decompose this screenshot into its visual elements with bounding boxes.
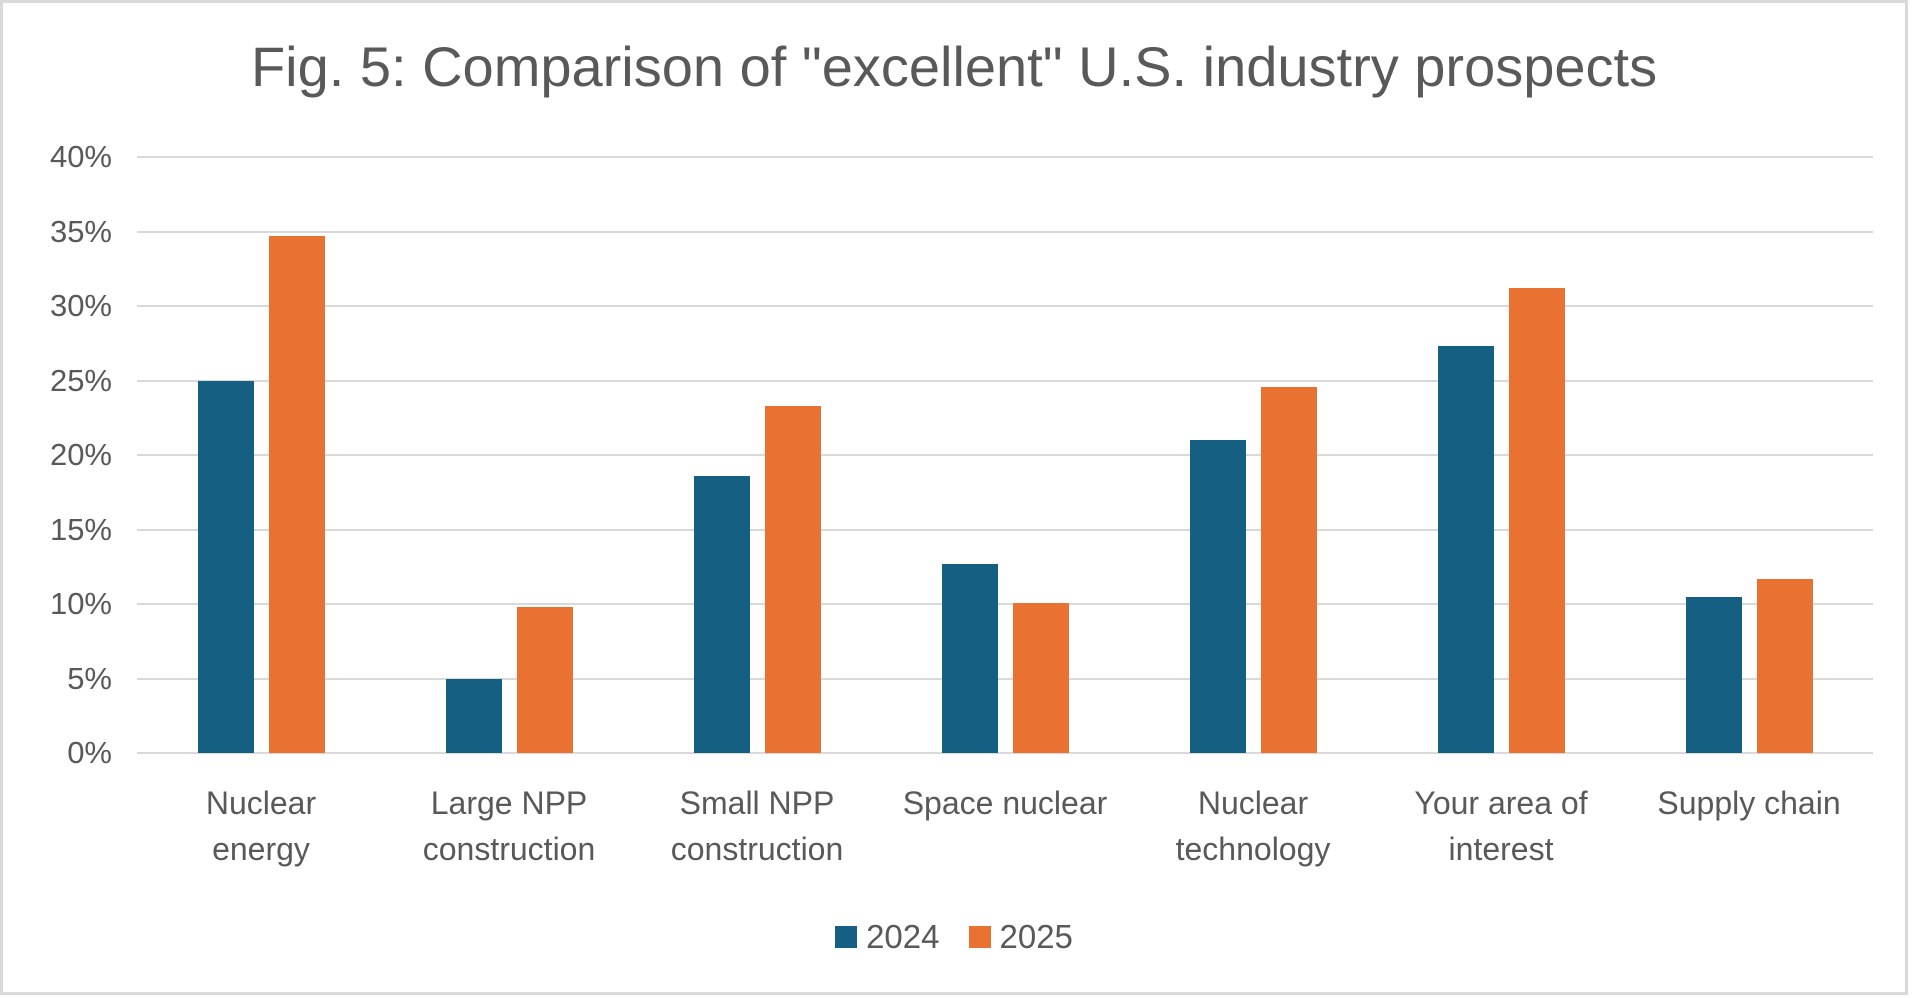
gridline	[137, 156, 1873, 158]
y-axis-tick-label: 25%	[49, 362, 112, 398]
y-axis-tick-label: 5%	[67, 660, 112, 696]
x-axis-category-label-line: construction	[422, 831, 596, 867]
bar-group	[633, 157, 881, 753]
legend-swatch-2025	[968, 926, 991, 948]
legend: 2024 2025	[0, 918, 1908, 956]
x-axis-category-label: Large NPP construction	[385, 780, 633, 872]
bar-2025	[1508, 288, 1565, 753]
x-axis-category-label-line: Nuclear	[205, 785, 317, 821]
gridline	[137, 752, 1873, 754]
bar-2025	[1756, 578, 1813, 753]
x-axis-category-label-line: Nuclear	[1197, 785, 1309, 821]
y-axis-tick-label: 30%	[49, 288, 112, 323]
y-axis-tick-label: 15%	[49, 511, 112, 547]
bar-2024	[693, 475, 750, 753]
bar-2024	[1189, 440, 1246, 753]
gridline	[137, 454, 1873, 456]
bar-group	[1377, 157, 1625, 753]
gridline	[137, 230, 1873, 233]
bar-2024	[445, 678, 502, 753]
gridline	[137, 528, 1873, 531]
x-axis-category-label-line: construction	[670, 831, 844, 867]
bar-group	[881, 157, 1129, 753]
bar-2025	[516, 607, 573, 753]
bar-2025	[268, 236, 325, 753]
legend-label: 2024	[866, 918, 940, 955]
x-axis-category-label-line: Space nuclear	[902, 785, 1108, 821]
x-axis-category-label: Space nuclear	[881, 780, 1129, 826]
x-axis-category-label: Small NPP construction	[633, 780, 881, 872]
y-axis-tick-label: 20%	[49, 437, 112, 472]
bar-group	[1625, 157, 1873, 753]
legend-item-2025: 2025	[968, 918, 1073, 956]
y-axis-tick-label: 35%	[49, 213, 112, 249]
gridline	[137, 677, 1873, 680]
gridline	[137, 603, 1873, 605]
x-axis-category-label: Nuclear energy	[137, 780, 385, 872]
y-axis: 40% 35% 30% 25% 20% 15% 10% 5% 0%	[18, 139, 112, 770]
x-axis-category-label-line: Large NPP	[430, 785, 588, 821]
bar-2024	[1437, 346, 1494, 753]
y-axis-tick-label: 10%	[49, 586, 112, 621]
x-axis-category-label: Your area of interest	[1377, 780, 1625, 872]
bar-group	[137, 157, 385, 753]
y-axis-tick-label: 0%	[67, 735, 112, 770]
x-axis-category-label-line: Your area of	[1414, 785, 1588, 821]
plot-area	[137, 156, 1873, 754]
x-axis-category-label-line: Supply chain	[1657, 785, 1841, 821]
y-axis-tick-label: 40%	[49, 139, 112, 174]
bar-2024	[1685, 596, 1742, 753]
legend-label: 2025	[999, 918, 1073, 955]
x-axis-category-label: Supply chain	[1625, 780, 1873, 826]
bar-2025	[1260, 386, 1317, 753]
bar-group	[385, 157, 633, 753]
bar-2025	[1012, 602, 1069, 753]
x-axis-category-label-line: Small NPP	[679, 785, 835, 821]
x-axis-category-label: Nuclear technology	[1129, 780, 1377, 872]
gridline	[137, 379, 1873, 382]
legend-item-2024: 2024	[835, 918, 940, 956]
chart-title: Fig. 5: Comparison of "excellent" U.S. i…	[250, 35, 1658, 98]
x-axis-category-label-line: technology	[1175, 831, 1331, 867]
bar-2024	[941, 563, 998, 753]
bar-2025	[764, 405, 821, 753]
x-axis-category-label-line: interest	[1448, 831, 1554, 867]
legend-swatch-2024	[835, 926, 858, 948]
bar-2024	[197, 380, 254, 753]
bar-group	[1129, 157, 1377, 753]
x-axis-category-label-line: energy	[212, 831, 310, 867]
gridline	[137, 305, 1873, 307]
